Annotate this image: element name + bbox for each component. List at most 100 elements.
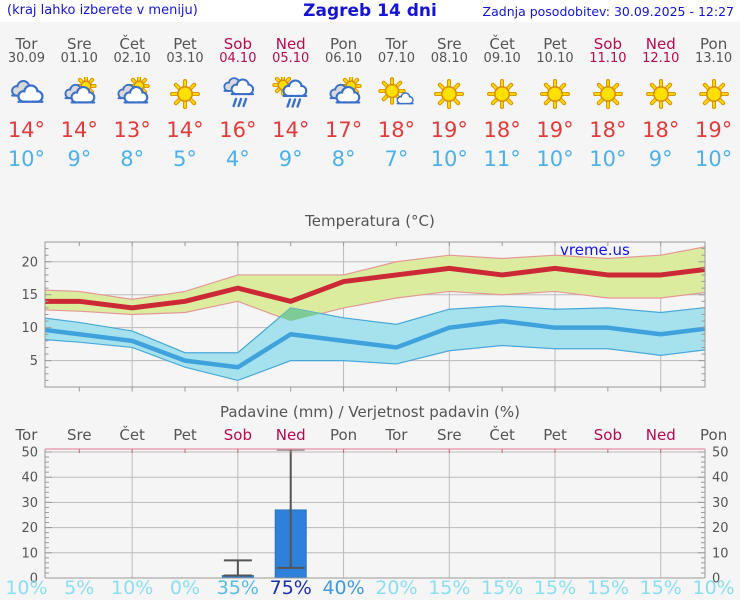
day-name: Pon: [700, 35, 728, 53]
precip-probability: 35%: [216, 577, 259, 599]
day-low-temp: 4°: [225, 147, 250, 171]
day-column: Sre 01.10 14° 9°: [53, 22, 106, 172]
day-high-temp: 18°: [483, 118, 521, 142]
day-column: Tor 30.09 14° 10°: [0, 22, 53, 172]
location-hint: (kraj lahko izberete v meniju): [7, 3, 198, 18]
precip-axis-label-left: 50: [21, 446, 38, 461]
sunny-icon: [529, 77, 582, 113]
precipitation-chart: 0 0 10 10 20 20 30 30 40 40 50 50: [21, 446, 729, 585]
precip-probability: 75%: [269, 577, 312, 599]
precip-probability: 10%: [111, 577, 154, 599]
precip-probability: 15%: [481, 577, 524, 599]
precip-axis-label-left: 10: [21, 546, 38, 561]
precipitation-chart-title: Padavine (mm) / Verjetnost padavin (%): [220, 403, 520, 421]
day-name: Sre: [437, 35, 462, 53]
day-high-temp: 18°: [377, 118, 416, 142]
partly-cloudy-icon: [106, 77, 159, 113]
day-low-temp: 10°: [589, 147, 627, 171]
temp-axis-label: 15: [21, 288, 38, 303]
sunny-icon: [476, 77, 529, 113]
day-date: 10.10: [536, 51, 574, 66]
day-name: Čet: [489, 35, 515, 53]
day-name: Ned: [645, 35, 676, 53]
precip-axis-label-right: 0: [712, 572, 720, 585]
precip-day-label: Čet: [489, 426, 515, 444]
day-column: Čet 02.10 13° 8°: [106, 22, 159, 172]
precip-day-label: Ned: [275, 426, 306, 444]
day-high-temp: 13°: [113, 118, 151, 142]
precip-probability: 10%: [5, 577, 48, 599]
day-date: 05.10: [272, 51, 310, 66]
day-high-temp: 16°: [219, 118, 257, 142]
precip-axis-label-right: 30: [712, 496, 729, 511]
precip-day-label: Čet: [119, 426, 145, 444]
day-high-temp: 17°: [324, 118, 363, 142]
day-name: Pet: [173, 35, 197, 53]
precip-day-label: Sob: [223, 426, 252, 444]
precip-day-label: Tor: [385, 426, 408, 444]
day-high-temp: 19°: [430, 118, 468, 142]
partly-cloudy-icon: [317, 77, 370, 113]
day-date: 04.10: [219, 51, 257, 66]
day-date: 07.10: [377, 51, 416, 66]
rain-icon: [211, 77, 264, 113]
day-name: Sob: [223, 35, 252, 53]
day-column: Pon 13.10 19° 10°: [687, 22, 740, 172]
day-high-temp: 18°: [642, 118, 680, 142]
precipitation-day-labels: Tor Sre Čet Pet Sob Ned Pon Tor Sre Čet Pet Sob Ned P…: [0, 426, 740, 444]
forecast-strip: Tor 30.09 14° 10° Sre 01.10 14° 9° Čet 02.10 13° 8°…: [0, 22, 740, 172]
precip-probability: 0%: [169, 577, 201, 599]
day-low-temp: 5°: [173, 147, 197, 171]
day-low-temp: 10°: [536, 147, 574, 171]
precip-axis-label-left: 20: [21, 521, 38, 536]
precip-day-label: Pet: [543, 426, 567, 444]
temp-axis-label: 10: [21, 321, 38, 336]
precipitation-probability-row: 10% 5% 10% 0% 35% 75% 40% 20% 15% 15% 15% 15% 15% 10%: [0, 578, 740, 599]
day-column: Pon 06.10 17° 8°: [317, 22, 370, 172]
precip-axis-label-right: 40: [712, 471, 729, 486]
mostly-sunny-icon: [370, 77, 423, 113]
day-high-temp: 19°: [536, 118, 574, 142]
day-column: Sob 04.10 16° 4°: [211, 22, 264, 172]
precip-day-label: Pon: [700, 426, 728, 444]
day-column: Ned 12.10 18° 9°: [634, 22, 687, 172]
day-high-temp: 14°: [60, 118, 98, 142]
day-low-temp: 9°: [648, 147, 673, 171]
day-name: Tor: [15, 35, 38, 53]
temperature-chart: 5 10 15 20 vreme.us: [21, 241, 706, 392]
day-low-temp: 10°: [7, 147, 46, 171]
day-column: Pet 10.10 19° 10°: [529, 22, 582, 172]
precip-probability: 10%: [692, 577, 735, 599]
day-date: 08.10: [430, 51, 468, 66]
precip-probability: 15%: [533, 577, 577, 599]
partly-cloudy-icon: [53, 77, 106, 113]
precip-probability: 5%: [64, 577, 95, 599]
precip-day-label: Sre: [437, 426, 462, 444]
day-low-temp: 9°: [67, 147, 92, 171]
precip-probability: 15%: [428, 577, 471, 599]
day-low-temp: 8°: [120, 147, 145, 171]
day-date: 12.10: [642, 51, 680, 66]
precip-axis-label-left: 40: [21, 471, 38, 486]
day-name: Pet: [543, 35, 567, 53]
day-column: Ned 05.10 14° 9°: [264, 22, 317, 172]
day-name: Tor: [385, 35, 408, 53]
page-title: Zagreb 14 dni: [303, 1, 437, 21]
day-date: 02.10: [113, 51, 151, 66]
last-update-text: Zadnja posodobitev: 30.09.2025 - 12:27: [482, 4, 734, 19]
day-low-temp: 9°: [278, 147, 303, 171]
precip-day-label: Sre: [66, 426, 92, 444]
day-name: Ned: [275, 35, 306, 53]
sunny-icon: [581, 77, 634, 113]
day-date: 13.10: [694, 51, 733, 66]
vreme-watermark: vreme.us: [560, 241, 630, 259]
precip-day-label: Pet: [173, 426, 197, 444]
day-date: 09.10: [483, 51, 521, 66]
precip-day-label: Tor: [15, 426, 38, 444]
day-column: Čet 09.10 18° 11°: [476, 22, 529, 172]
day-date: 11.10: [589, 51, 627, 66]
header-bar: (kraj lahko izberete v meniju) Zagreb 14…: [0, 0, 740, 22]
day-high-temp: 14°: [7, 118, 46, 142]
day-date: 30.09: [7, 51, 46, 66]
